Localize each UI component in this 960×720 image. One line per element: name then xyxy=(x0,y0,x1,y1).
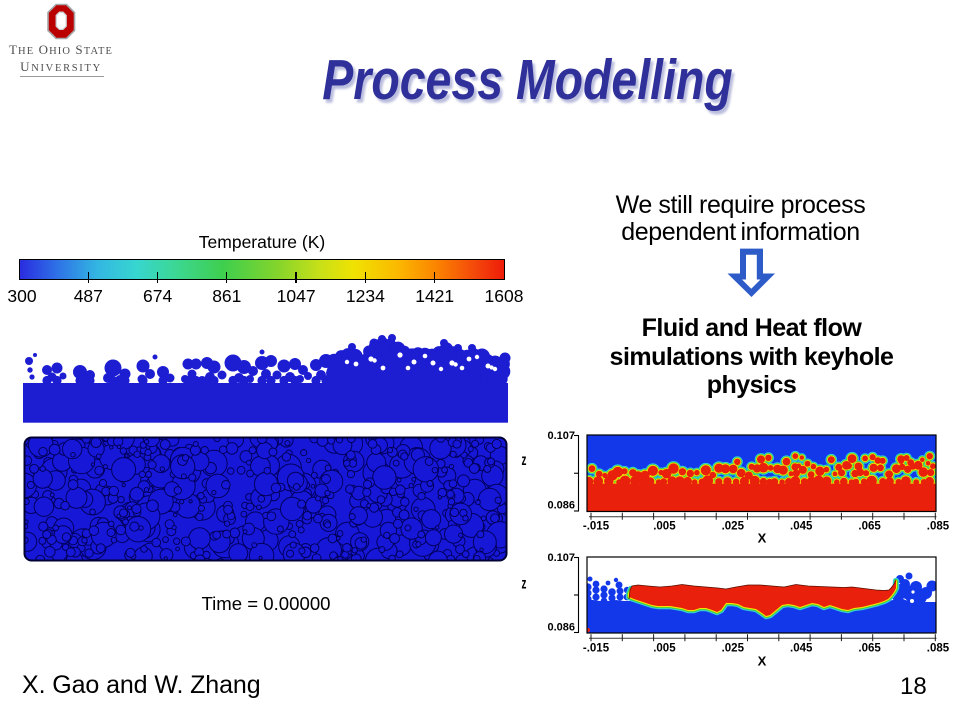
svg-text:-.015: -.015 xyxy=(583,521,610,533)
svg-text:-.015: -.015 xyxy=(583,643,610,655)
svg-text:.065: .065 xyxy=(858,521,881,533)
svg-text:X: X xyxy=(758,654,767,669)
svg-text:.005: .005 xyxy=(653,643,676,655)
svg-text:.045: .045 xyxy=(790,643,813,655)
svg-text:0.086: 0.086 xyxy=(547,622,575,634)
svg-text:.045: .045 xyxy=(790,521,813,533)
svg-text:0.107: 0.107 xyxy=(547,552,575,564)
svg-text:.085: .085 xyxy=(927,643,950,655)
svg-text:0.107: 0.107 xyxy=(547,430,575,442)
svg-text:z: z xyxy=(522,574,527,592)
svg-text:X: X xyxy=(758,531,767,546)
svg-text:.025: .025 xyxy=(722,643,745,655)
svg-text:.005: .005 xyxy=(653,521,676,533)
svg-text:0.086: 0.086 xyxy=(547,500,575,512)
svg-text:.025: .025 xyxy=(722,521,745,533)
svg-text:z: z xyxy=(522,451,527,469)
svg-text:.085: .085 xyxy=(927,521,950,533)
svg-text:.065: .065 xyxy=(858,643,881,655)
